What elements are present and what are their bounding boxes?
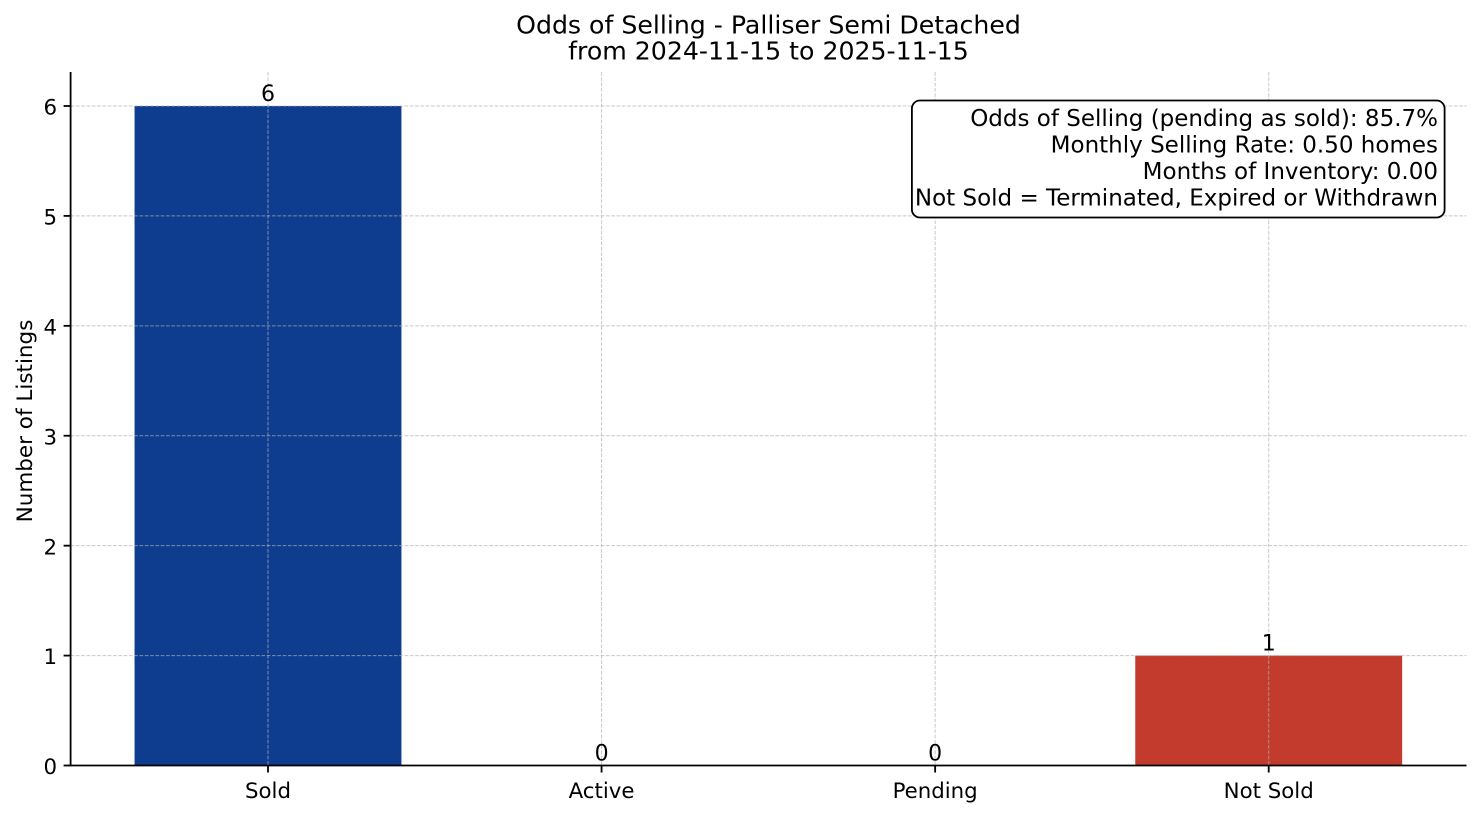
y-axis-label: Number of Listings xyxy=(13,320,38,523)
x-tick-label-sold: Sold xyxy=(245,779,291,804)
annotation-box xyxy=(911,99,1446,219)
bar-value-label-pending: 0 xyxy=(928,741,942,766)
chart-title-line-1: Odds of Selling - Palliser Semi Detached xyxy=(516,11,1021,40)
y-tick-label-6: 6 xyxy=(43,96,57,121)
x-tick-label-pending: Pending xyxy=(893,779,978,804)
bar-value-label-not-sold: 1 xyxy=(1262,631,1276,656)
annotation-line-3: Months of Inventory: 0.00 xyxy=(1143,159,1438,185)
annotation-line-4: Not Sold = Terminated, Expired or Withdr… xyxy=(915,186,1438,212)
y-tick-label-1: 1 xyxy=(43,645,57,670)
chart-title-line-2: from 2024-11-15 to 2025-11-15 xyxy=(568,36,969,65)
y-tick-label-5: 5 xyxy=(43,206,57,231)
bar-value-label-sold: 6 xyxy=(261,82,275,107)
y-tick-label-4: 4 xyxy=(43,315,57,340)
y-tick-label-0: 0 xyxy=(43,755,57,780)
x-tick-label-active: Active xyxy=(569,779,635,804)
annotation-line-1: Odds of Selling (pending as sold): 85.7% xyxy=(970,106,1438,132)
bar-value-label-active: 0 xyxy=(595,741,609,766)
x-tick-label-not-sold: Not Sold xyxy=(1224,779,1314,804)
annotation-line-2: Monthly Selling Rate: 0.50 homes xyxy=(1051,133,1438,159)
y-tick-label-3: 3 xyxy=(43,425,57,450)
y-tick-label-2: 2 xyxy=(43,535,57,560)
